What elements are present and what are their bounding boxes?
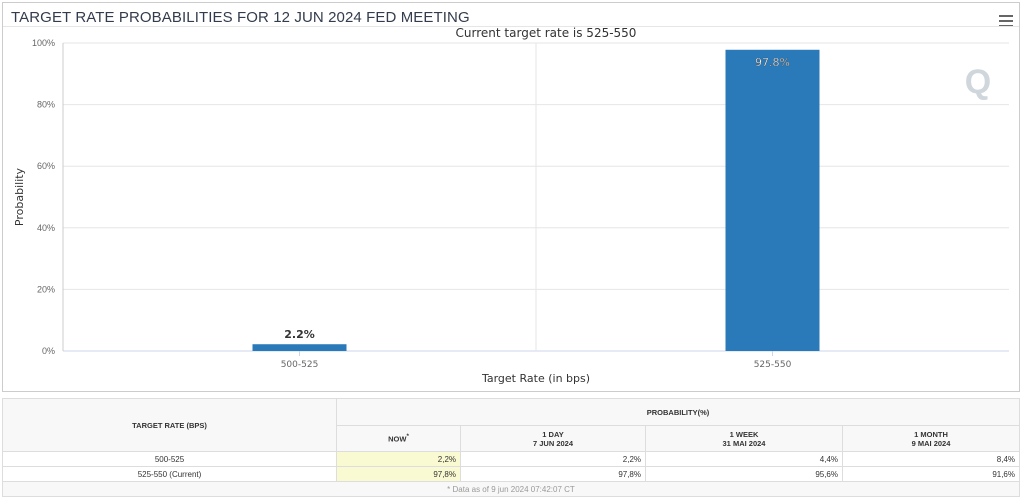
y-tick-label: 20%	[37, 284, 55, 294]
title-divider	[3, 26, 1019, 27]
header-1-month: 1 MONTH 9 MAI 2024	[842, 425, 1020, 452]
cell-1-week: 4,4%	[645, 451, 843, 467]
table-row: 525-550 (Current) 97,8% 97,8% 95,6% 91,6…	[2, 466, 1020, 482]
footnote: * Data as of 9 jun 2024 07:42:07 CT	[2, 481, 1020, 497]
y-tick-label: 60%	[37, 161, 55, 171]
y-tick-label: 100%	[32, 38, 55, 48]
row-rate: 500-525	[2, 451, 337, 467]
table-row: 500-525 2,2% 2,2% 4,4% 8,4%	[2, 451, 1020, 467]
chart-title: TARGET RATE PROBABILITIES FOR 12 JUN 202…	[11, 9, 470, 26]
cell-1-month: 91,6%	[842, 466, 1020, 482]
row-rate: 525-550 (Current)	[2, 466, 337, 482]
y-tick-label: 40%	[37, 223, 55, 233]
y-axis-title: Probability	[13, 167, 26, 226]
x-axis-title: Target Rate (in bps)	[481, 372, 590, 385]
cell-1-day: 97,8%	[460, 466, 646, 482]
data-label: 97.8%	[755, 56, 790, 69]
bar	[725, 49, 820, 351]
header-target-rate: TARGET RATE (BPS)	[2, 398, 337, 452]
probability-table: TARGET RATE (BPS) PROBABILITY(%) NOW* 1 …	[2, 398, 1020, 497]
y-tick-label: 80%	[37, 100, 55, 110]
cell-1-week: 95,6%	[645, 466, 843, 482]
chart-subtitle: Current target rate is 525-550	[456, 26, 637, 40]
header-probability: PROBABILITY(%)	[336, 398, 1020, 426]
cell-now: 2,2%	[336, 451, 461, 467]
cell-1-month: 8,4%	[842, 451, 1020, 467]
cell-now: 97,8%	[336, 466, 461, 482]
x-tick-label: 500-525	[281, 360, 319, 370]
chart-container: TARGET RATE PROBABILITIES FOR 12 JUN 202…	[2, 2, 1020, 392]
header-1-day: 1 DAY 7 JUN 2024	[460, 425, 646, 452]
bar	[252, 344, 347, 351]
header-now: NOW*	[336, 425, 461, 452]
data-label: 2.2%	[284, 328, 315, 341]
bar-chart: Current target rate is 525-550 0% 20% 40% 60…	[13, 26, 1009, 385]
y-tick-label: 0%	[42, 346, 55, 356]
header-1-week: 1 WEEK 31 MAI 2024	[645, 425, 843, 452]
watermark-logo: Q	[965, 63, 991, 101]
cell-1-day: 2,2%	[460, 451, 646, 467]
x-tick-label: 525-550	[754, 360, 792, 370]
